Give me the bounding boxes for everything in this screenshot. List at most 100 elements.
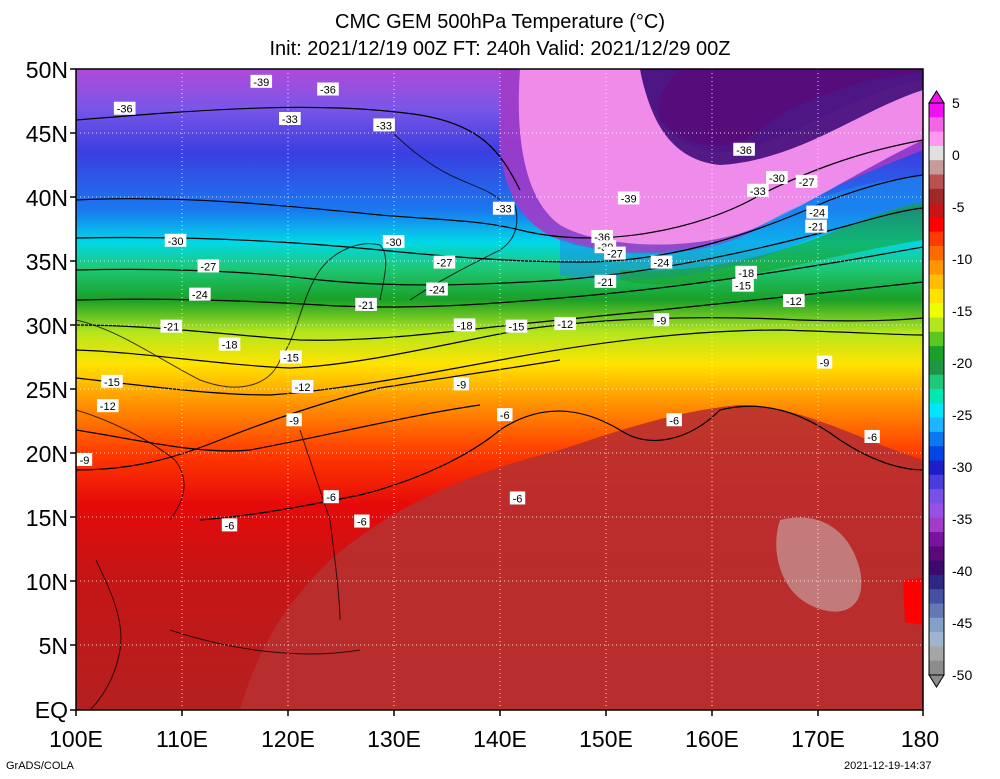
contour-label-text: -36 — [117, 104, 133, 116]
colorbar-swatch — [929, 317, 944, 333]
colorbar-label: -40 — [952, 563, 973, 579]
colorbar-frame — [928, 102, 945, 676]
contour-label: -21 — [805, 219, 827, 234]
colorbar-label: -5 — [952, 199, 965, 215]
contour-label-text: -33 — [496, 204, 512, 216]
contour-label: -27 — [604, 246, 626, 261]
colorbar-swatch — [929, 374, 944, 390]
colorbar-swatch — [929, 603, 944, 619]
colorbar-swatch — [929, 246, 944, 261]
contour-label: -15 — [280, 350, 302, 364]
contour-label: -27 — [197, 259, 220, 273]
contour-label-text: -27 — [200, 261, 216, 273]
colorbar-swatch — [929, 646, 944, 662]
contour-label-text: -36 — [320, 85, 336, 97]
colorbar-swatch — [929, 660, 944, 676]
lat-label: 30N — [25, 313, 68, 339]
contour-label-text: -15 — [283, 352, 299, 364]
contour-label: -18 — [218, 337, 241, 352]
lon-label: 110E — [155, 726, 208, 752]
contour-label-text: -33 — [282, 114, 298, 126]
lat-label: 40N — [25, 185, 68, 211]
lat-label: 10N — [25, 569, 68, 595]
colorbar-label: -15 — [952, 303, 973, 319]
colorbar-label: -10 — [952, 251, 973, 267]
contour-label-text: -21 — [808, 222, 824, 234]
colorbar-swatch — [929, 389, 944, 404]
contour-label: -24 — [189, 287, 211, 302]
contour-label: -6 — [354, 514, 370, 529]
colorbar-swatch — [929, 145, 944, 161]
footer-timestamp: 2021-12-19-14:37 — [844, 760, 932, 772]
contour-label: -9 — [286, 413, 302, 427]
contour-label-text: -6 — [669, 415, 679, 427]
contour-label: -27 — [795, 174, 818, 189]
contour-label: -21 — [355, 297, 377, 312]
contour-label-text: -33 — [750, 186, 766, 198]
colorbar-swatch — [929, 360, 944, 376]
contour-label-text: -6 — [500, 410, 510, 422]
lat-label: 20N — [25, 441, 68, 467]
contour-label: -12 — [783, 294, 805, 308]
contour-label: -18 — [735, 265, 757, 280]
lon-label: 120E — [261, 726, 315, 752]
colorbar-swatch — [929, 260, 944, 276]
colorbar-max-arrow — [928, 90, 945, 104]
contour-label: -9 — [453, 377, 470, 391]
contour-label: -36 — [113, 101, 136, 116]
contour-label: -24 — [806, 205, 828, 220]
colorbar-swatch — [929, 303, 944, 318]
colorbar-swatch — [929, 617, 944, 633]
contour-label: -9 — [653, 313, 670, 327]
contour-label-text: -6 — [513, 493, 523, 505]
colorbar-label: -25 — [952, 407, 973, 423]
contour-label: -30 — [382, 235, 405, 249]
colorbar-swatch — [929, 203, 944, 218]
contour-label: -15 — [732, 278, 754, 293]
colorbar-swatch — [929, 174, 944, 190]
lon-label: 140E — [473, 726, 527, 752]
contour-label: -9 — [76, 453, 93, 467]
contour-label-text: -9 — [80, 455, 90, 467]
lat-label: 15N — [25, 505, 68, 531]
contour-label: -6 — [509, 491, 526, 505]
colorbar — [928, 90, 945, 688]
colorbar-label: -45 — [952, 615, 973, 631]
contour-label-text: -6 — [326, 492, 336, 504]
contour-label: -39 — [250, 74, 273, 89]
contour-label: -6 — [323, 490, 339, 504]
colorbar-swatch — [929, 589, 944, 604]
contour-label: -33 — [747, 183, 769, 198]
colorbar-swatch — [929, 417, 944, 433]
contour-label-text: -9 — [657, 315, 667, 327]
lon-label: 180 — [900, 726, 940, 752]
colorbar-swatch — [929, 103, 944, 118]
contour-label: -24 — [426, 282, 448, 297]
lat-label: EQ — [34, 697, 68, 723]
colorbar-swatch — [929, 474, 944, 490]
colorbar-swatch — [929, 460, 944, 476]
colorbar-swatch — [929, 574, 944, 590]
contour-label: -9 — [816, 355, 833, 370]
contour-label-text: -39 — [621, 193, 637, 205]
lat-label: 35N — [25, 249, 68, 275]
contour-label: -12 — [554, 317, 576, 331]
axis-ticks — [70, 68, 924, 716]
contour-label-text: -15 — [508, 322, 524, 334]
contour-label-text: -12 — [557, 319, 573, 331]
shaded-field: -39 -36 -36 -33 -33 -36 -30 -27 -33 -39 -33 -24 -21 -… — [76, 69, 923, 710]
contour-label-text: -24 — [809, 208, 825, 220]
contour-label-text: -30 — [386, 237, 402, 249]
contour-label-text: -12 — [786, 296, 802, 308]
lat-label: 45N — [25, 121, 68, 147]
colorbar-swatch — [929, 532, 944, 547]
contour-label-layer: -39 -36 -36 -33 -33 -36 -30 -27 -33 -39 -33 -24 -21 -… — [76, 74, 880, 532]
contour-label: -39 — [617, 191, 640, 205]
contour-label: -6 — [497, 408, 513, 422]
contour-label-text: -24 — [654, 258, 670, 270]
contour-label-text: -6 — [867, 432, 877, 444]
contour-label-text: -18 — [457, 320, 473, 332]
lat-label: 5N — [38, 633, 68, 659]
colorbar-swatch — [929, 274, 944, 290]
contour-label-text: -24 — [429, 285, 445, 297]
